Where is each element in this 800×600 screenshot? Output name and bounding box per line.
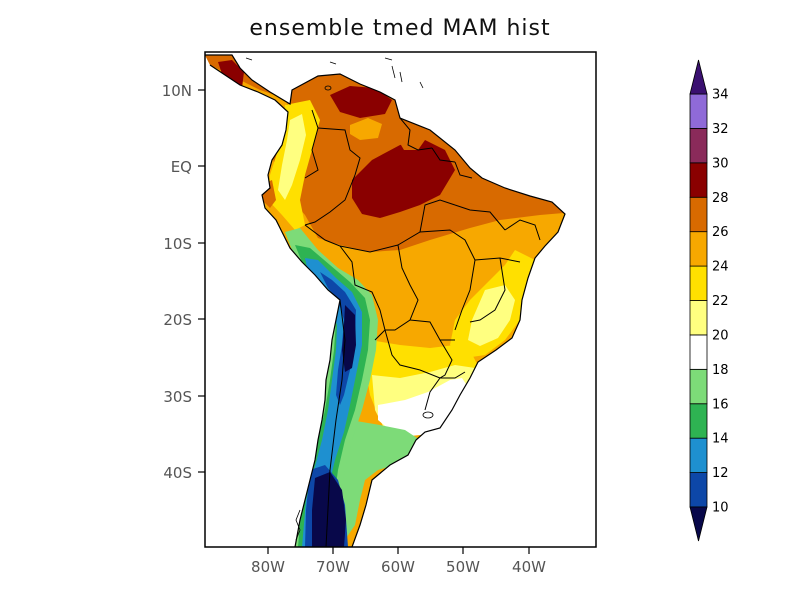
- colorbar-box: [689, 437, 708, 473]
- colorbar-label: 10: [712, 501, 729, 516]
- lat-label-40s: 40S: [163, 464, 192, 482]
- lat-label-20s: 20S: [163, 311, 192, 329]
- colorbar-box: [689, 128, 708, 164]
- colorbar-label: 34: [712, 88, 729, 103]
- map-title: ensemble tmed MAM hist: [249, 16, 551, 41]
- field-lt10-andes: [342, 305, 356, 372]
- field-28-30-venezuela: [330, 86, 392, 118]
- colorbar-label: 22: [712, 294, 729, 309]
- colorbar-box: [689, 196, 708, 233]
- colorbar-label: 30: [712, 156, 729, 171]
- colorbar-over-triangle: [689, 59, 708, 95]
- field-28-30-central-america: [218, 60, 244, 88]
- lon-label-80w: 80W: [251, 558, 285, 576]
- lat-label-10n: 10N: [162, 82, 192, 100]
- colorbar-label: 28: [712, 191, 729, 206]
- field-26-28-guyana-gap: [398, 132, 425, 150]
- colorbar-label: 12: [712, 466, 729, 481]
- map-frame: [204, 51, 597, 548]
- lon-label-50w: 50W: [446, 558, 480, 576]
- field-28-30-amazon: [352, 140, 455, 218]
- colorbar-label: 18: [712, 363, 729, 378]
- colorbar-box: [689, 403, 708, 439]
- coastline: [205, 54, 566, 547]
- colorbar-box: [689, 368, 708, 405]
- colorbar-label: 14: [712, 432, 729, 447]
- lat-label-30s: 30S: [163, 388, 192, 406]
- field-10-12-andes: [320, 272, 356, 405]
- field-20-22-andes-north: [278, 114, 306, 200]
- lat-label-10s: 10S: [163, 235, 192, 253]
- colorbar-label: 24: [712, 260, 729, 275]
- colorbar-box: [689, 472, 708, 508]
- lon-label-40w: 40W: [512, 558, 546, 576]
- colorbar-box: [689, 231, 708, 267]
- lat-label-eq: EQ: [171, 158, 192, 176]
- country-borders: [304, 109, 541, 547]
- islands: [245, 57, 434, 541]
- colorbar-label: 26: [712, 225, 729, 240]
- field-24-26-orinoco: [350, 118, 382, 140]
- colorbar-under-triangle: [689, 506, 708, 542]
- colorbar-boxes: [689, 59, 708, 542]
- field-lt10-patagonia: [312, 472, 346, 547]
- colorbar-label: 16: [712, 397, 729, 412]
- colorbar-box: [689, 265, 708, 301]
- lat-ticks: [198, 89, 205, 473]
- colorbar-label: 32: [712, 122, 729, 137]
- lon-label-60w: 60W: [381, 558, 415, 576]
- colorbar-labels: 10 12 14 16 18 20 22 24 26 28 30 32 34: [712, 88, 729, 516]
- colorbar-box: [689, 93, 708, 129]
- lon-label-70w: 70W: [316, 558, 350, 576]
- colorbar-box: [689, 162, 708, 198]
- colorbar-label: 20: [712, 328, 729, 343]
- lon-ticks: [267, 547, 530, 554]
- colorbar-box: [689, 334, 708, 370]
- colorbar-box: [689, 300, 708, 336]
- field-20-22-east-brazil: [468, 285, 515, 346]
